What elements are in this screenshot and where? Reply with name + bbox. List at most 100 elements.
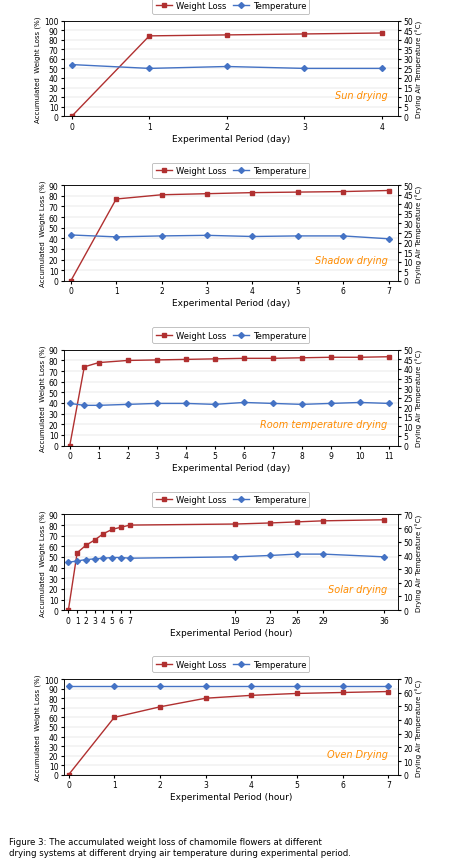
Temperature [183,399,189,409]
Line: Temperature: Temperature [69,233,391,242]
Weight Loss [241,354,247,364]
Temperature [118,553,124,563]
Weight Loss [125,356,131,366]
Text: Oven Drying: Oven Drying [327,749,388,759]
Y-axis label: Drying Air Temperature (°C): Drying Air Temperature (°C) [416,350,423,447]
Y-axis label: Drying Air Temperature (°C): Drying Air Temperature (°C) [416,21,423,118]
Weight Loss [382,515,387,525]
Line: Weight Loss: Weight Loss [66,517,387,613]
Temperature [340,232,346,242]
Y-axis label: Accumulated  Weight Loss (%): Accumulated Weight Loss (%) [39,181,46,287]
Weight Loss [386,686,391,697]
Weight Loss [101,529,106,539]
Weight Loss [69,112,74,122]
Temperature [127,554,133,564]
Text: Figure 3: The accumulated weight loss of chamomile flowers at different
drying s: Figure 3: The accumulated weight loss of… [9,837,351,857]
Legend: Weight Loss, Temperature: Weight Loss, Temperature [152,164,309,179]
Temperature [66,557,71,567]
X-axis label: Experimental Period (day): Experimental Period (day) [172,299,290,308]
Line: Weight Loss: Weight Loss [66,690,391,777]
Temperature [328,399,334,409]
Weight Loss [250,189,255,199]
Line: Temperature: Temperature [66,684,391,688]
Temperature [250,232,255,243]
Weight Loss [147,32,152,42]
Weight Loss [379,28,385,39]
Weight Loss [183,355,189,365]
Weight Loss [294,517,299,528]
Temperature [203,681,208,691]
Y-axis label: Accumulated  Weight Loss (%): Accumulated Weight Loss (%) [35,16,41,122]
Weight Loss [294,689,300,699]
Weight Loss [224,31,230,41]
Temperature [379,65,385,75]
Temperature [320,549,326,560]
Temperature [67,399,73,409]
Temperature [295,232,300,242]
Temperature [154,399,159,409]
Temperature [159,232,165,242]
Temperature [386,399,392,409]
Weight Loss [386,186,391,196]
Weight Loss [154,356,159,366]
Temperature [212,400,218,410]
Temperature [386,681,391,691]
Temperature [110,553,115,563]
Text: Shadow drying: Shadow drying [315,256,388,265]
Weight Loss [340,187,346,197]
Temperature [299,400,305,410]
Y-axis label: Accumulated  Weight Loss (%): Accumulated Weight Loss (%) [39,345,46,451]
Weight Loss [83,541,89,551]
Weight Loss [113,195,119,205]
Line: Temperature: Temperature [69,64,384,71]
Temperature [66,681,71,691]
Temperature [241,398,247,408]
Temperature [249,681,254,691]
Weight Loss [249,691,254,701]
X-axis label: Experimental Period (hour): Experimental Period (hour) [170,628,292,637]
Weight Loss [92,536,97,546]
Temperature [74,556,80,567]
Weight Loss [299,353,305,363]
Weight Loss [159,190,165,201]
Temperature [112,681,117,691]
Temperature [125,400,131,410]
Temperature [357,398,362,408]
Temperature [92,554,97,565]
X-axis label: Experimental Period (day): Experimental Period (day) [172,463,290,473]
Weight Loss [203,693,208,703]
Temperature [204,231,210,241]
Weight Loss [66,770,71,780]
Legend: Weight Loss, Temperature: Weight Loss, Temperature [152,492,309,508]
Temperature [340,681,345,691]
Temperature [267,551,273,561]
Weight Loss [74,548,80,558]
Temperature [233,552,238,562]
Temperature [81,400,87,411]
Weight Loss [66,605,71,616]
Temperature [382,552,387,562]
X-axis label: Experimental Period (hour): Experimental Period (hour) [170,792,292,802]
Text: Room temperature drying: Room temperature drying [260,420,388,430]
Temperature [68,231,74,241]
Line: Temperature: Temperature [66,553,387,565]
Line: Weight Loss: Weight Loss [69,189,391,284]
Weight Loss [212,354,218,364]
Temperature [302,65,307,75]
Weight Loss [68,276,74,287]
X-axis label: Experimental Period (day): Experimental Period (day) [172,134,290,144]
Legend: Weight Loss, Temperature: Weight Loss, Temperature [152,328,309,344]
Weight Loss [295,188,300,198]
Temperature [83,554,89,565]
Weight Loss [233,519,238,530]
Weight Loss [67,441,73,451]
Weight Loss [204,189,210,200]
Temperature [101,554,106,564]
Temperature [96,400,101,411]
Weight Loss [386,352,392,362]
Weight Loss [118,523,124,533]
Temperature [224,62,230,72]
Line: Temperature: Temperature [68,401,391,408]
Temperature [386,234,391,245]
Weight Loss [96,358,101,369]
